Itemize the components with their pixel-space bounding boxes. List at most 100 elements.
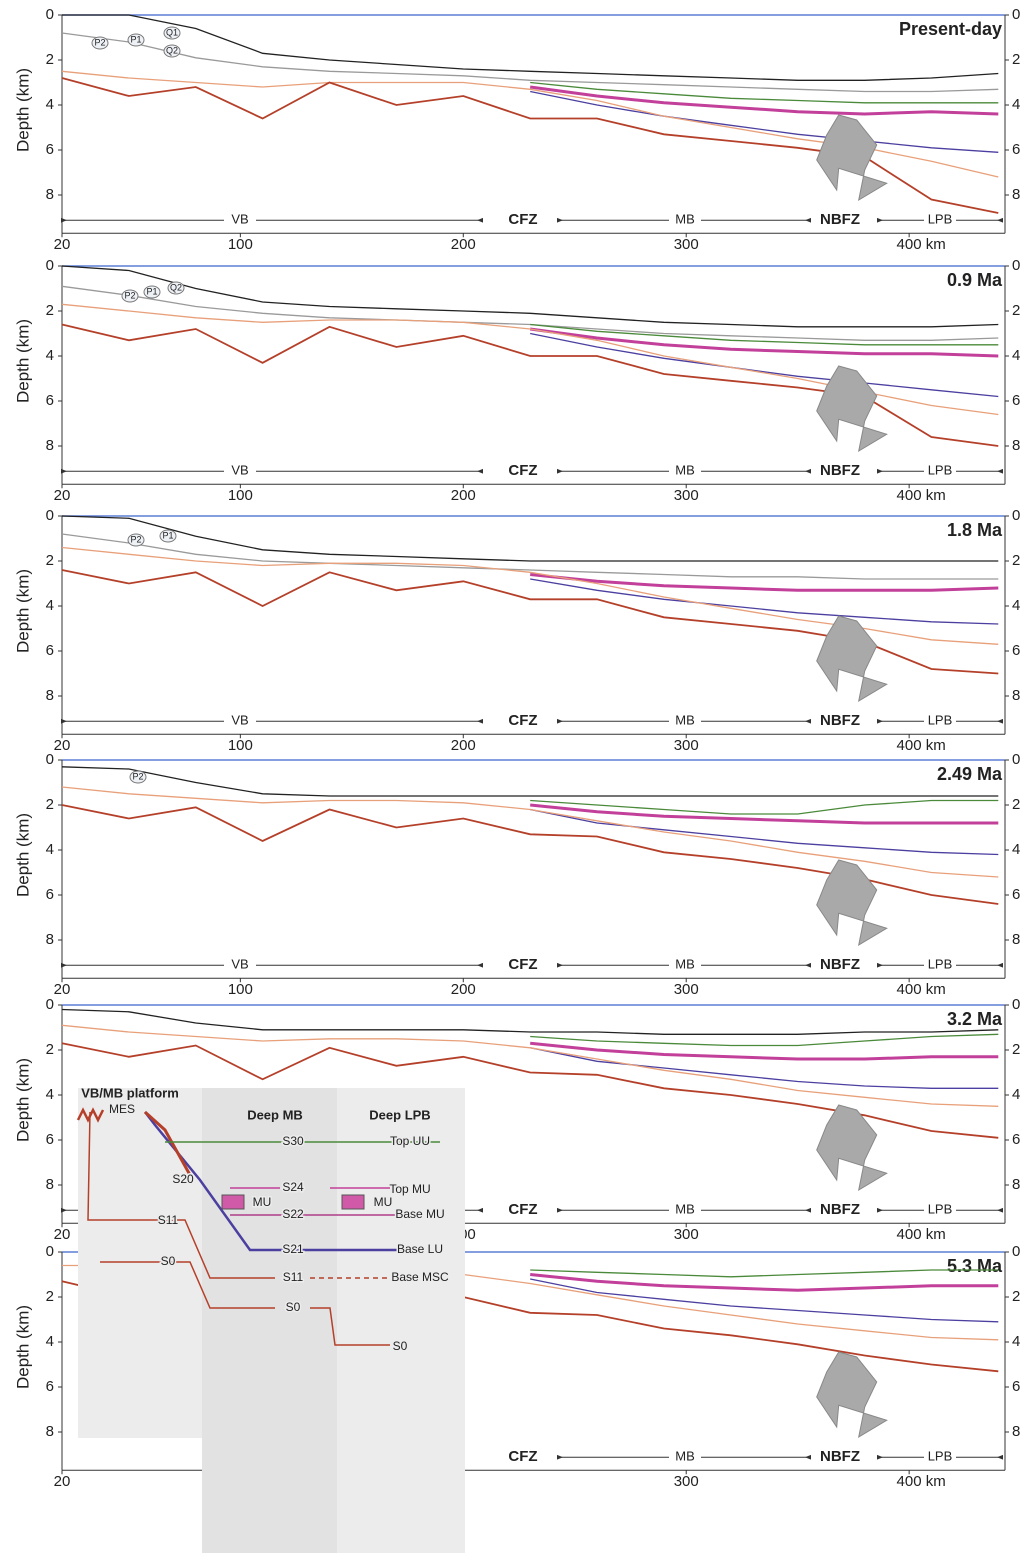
x-tick-label: 300 <box>674 1226 699 1243</box>
well-marker <box>129 770 147 784</box>
horizon <box>530 1278 999 1323</box>
y-tick-label: 8 <box>46 1423 54 1440</box>
x-tick-label: 20 <box>54 737 71 754</box>
panel-title: 2.49 Ma <box>937 764 1003 784</box>
y-tick-label: 4 <box>46 1086 54 1103</box>
y-tick-label: 0 <box>46 751 54 768</box>
horizon <box>61 533 999 580</box>
volcano <box>816 859 888 947</box>
y-tick-label: 6 <box>1012 1131 1020 1148</box>
y-tick-label: 8 <box>46 186 54 203</box>
y-axis-label: Depth (km) <box>13 319 32 403</box>
horizon <box>61 1008 999 1035</box>
zone-label: CFZ <box>508 956 537 973</box>
well-marker <box>167 281 185 295</box>
zone-label: LPB <box>928 1449 953 1464</box>
y-axis-label: Depth (km) <box>13 813 32 897</box>
y-tick-label: 8 <box>1012 186 1020 203</box>
zone-label-bg <box>924 464 956 479</box>
legend-label: MU <box>374 1195 393 1209</box>
horizon <box>61 265 999 328</box>
well-marker <box>143 285 161 299</box>
legend-line <box>87 1111 275 1279</box>
zone-label: NBFZ <box>820 211 860 228</box>
well-marker <box>159 529 177 543</box>
y-tick-label: 8 <box>1012 1423 1020 1440</box>
horizon <box>61 515 999 562</box>
well-marker <box>127 533 145 547</box>
legend-label: S21 <box>282 1242 304 1256</box>
y-tick-label: 4 <box>46 96 54 113</box>
horizon <box>530 803 999 825</box>
y-tick-label: 4 <box>46 597 54 614</box>
horizon <box>530 808 999 856</box>
horizon <box>530 1269 999 1278</box>
zone-label-bg <box>224 714 256 729</box>
x-tick-label: 100 <box>228 737 253 754</box>
legend-label: S0 <box>393 1339 408 1353</box>
volcano <box>816 365 888 453</box>
horizon <box>529 85 999 116</box>
horizon <box>530 1047 999 1089</box>
horizon <box>61 32 999 93</box>
y-tick-label: 6 <box>1012 642 1020 659</box>
y-tick-label: 4 <box>1012 841 1020 858</box>
y-axis-label: Depth (km) <box>13 68 32 152</box>
x-tick-label: 400 km <box>897 981 946 998</box>
zone-label: LPB <box>928 713 953 728</box>
panel-title: 5.3 Ma <box>947 1256 1003 1276</box>
zone-label: VB <box>231 212 248 227</box>
y-tick-label: 6 <box>46 886 54 903</box>
zone-label: NBFZ <box>820 712 860 729</box>
well-label: Q2 <box>170 282 182 292</box>
y-tick-label: 8 <box>1012 437 1020 454</box>
y-tick-label: 6 <box>1012 1378 1020 1395</box>
x-tick-label: 200 <box>451 236 476 253</box>
x-tick-label: 400 km <box>897 487 946 504</box>
y-tick-label: 2 <box>46 796 54 813</box>
zone-label: CFZ <box>508 211 537 228</box>
panel-title: 3.2 Ma <box>947 1009 1003 1029</box>
y-tick-label: 2 <box>1012 302 1020 319</box>
y-tick-label: 0 <box>46 507 54 524</box>
y-tick-label: 2 <box>46 302 54 319</box>
zone-label-bg <box>924 714 956 729</box>
horizon <box>530 1273 999 1292</box>
zone-label: VB <box>231 463 248 478</box>
x-tick-label: 20 <box>54 1226 71 1243</box>
zone-label: LPB <box>928 957 953 972</box>
panel: 0 0 2 2 4 4 6 6 8 8 Depth (km) 20 100 200 300 400 km 2.4… <box>13 751 1020 998</box>
horizon <box>61 786 999 878</box>
legend-header: Deep MB <box>247 1107 303 1122</box>
y-axis-label: Depth (km) <box>13 1305 32 1389</box>
zone-label-bg <box>224 958 256 973</box>
zone-label: NBFZ <box>820 956 860 973</box>
zone-label-bg <box>924 1450 956 1465</box>
panel-title: Present-day <box>899 19 1002 39</box>
y-tick-label: 8 <box>1012 687 1020 704</box>
y-tick-label: 6 <box>46 141 54 158</box>
legend-label: Base MU <box>395 1207 444 1221</box>
well-label: P1 <box>146 286 157 296</box>
y-tick-label: 4 <box>46 347 54 364</box>
y-tick-label: 2 <box>46 51 54 68</box>
legend-label: S22 <box>282 1207 304 1221</box>
x-tick-label: 200 <box>451 981 476 998</box>
y-tick-label: 2 <box>46 1041 54 1058</box>
zone-label-bg <box>224 213 256 228</box>
zone-label-bg <box>924 958 956 973</box>
x-tick-label: 300 <box>674 236 699 253</box>
y-tick-label: 6 <box>46 642 54 659</box>
horizon <box>530 332 999 398</box>
y-axis-label: Depth (km) <box>13 1058 32 1142</box>
zone-label-bg <box>669 958 701 973</box>
y-tick-label: 4 <box>1012 96 1020 113</box>
y-tick-label: 0 <box>1012 6 1020 23</box>
panel-title: 1.8 Ma <box>947 520 1003 540</box>
zone-label: MB <box>675 1449 695 1464</box>
legend-label: S11 <box>158 1213 179 1227</box>
zone-label-bg <box>669 1203 701 1218</box>
y-tick-label: 2 <box>1012 1041 1020 1058</box>
y-tick-label: 6 <box>46 1378 54 1395</box>
legend-label: S0 <box>286 1300 301 1314</box>
